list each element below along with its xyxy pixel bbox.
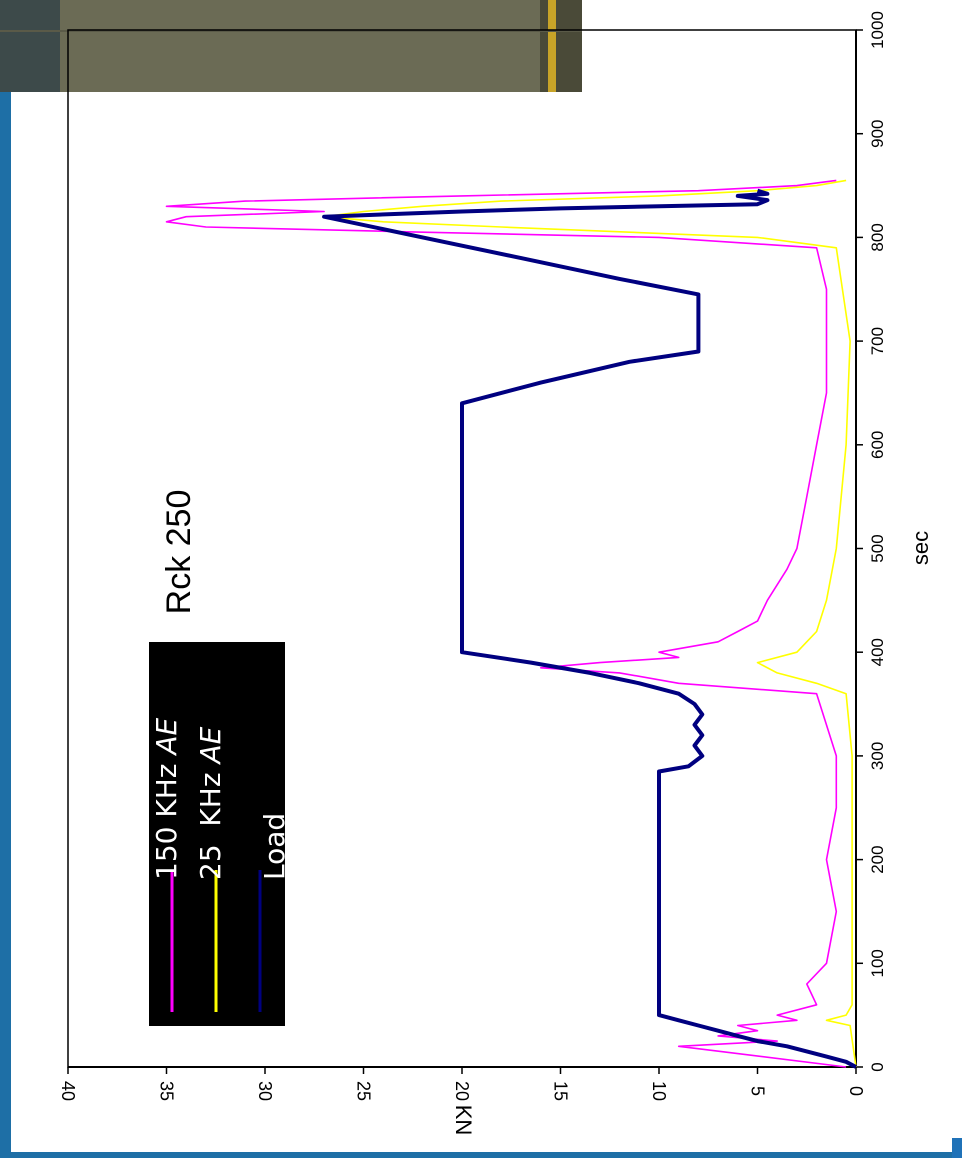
- y-tick-label: 5: [748, 1086, 768, 1096]
- y-tick-label: 35: [157, 1081, 177, 1101]
- x-tick-label: 800: [868, 223, 887, 251]
- series-line-load: [322, 188, 857, 1069]
- y-tick-label: 30: [255, 1081, 275, 1101]
- x-tick-label: 900: [868, 120, 887, 148]
- y-tick-label: 15: [551, 1081, 571, 1101]
- y-tick-label: 25: [354, 1081, 374, 1101]
- legend-label-load: Load: [258, 813, 291, 880]
- y-tick-label: 10: [649, 1081, 669, 1101]
- plot-lines: [165, 179, 857, 1069]
- chart-title: Rck 250: [160, 490, 198, 615]
- slide-accent-right: [952, 1138, 962, 1158]
- y-tick-label: 20: [452, 1081, 472, 1101]
- x-axis-title: sec: [908, 531, 933, 565]
- y-tick-label: 40: [58, 1081, 78, 1101]
- y-tick-label: 0: [846, 1086, 866, 1096]
- x-tick-label: 0: [868, 1062, 887, 1071]
- legend-label-ae25: 25 KHz AE: [194, 726, 227, 880]
- legend: 150 KHz AE 25 KHz AE Load: [149, 642, 291, 1026]
- x-tick-label: 300: [868, 742, 887, 770]
- photo-inset: [0, 0, 582, 92]
- x-tick-label: 600: [868, 431, 887, 459]
- x-tick-label: 400: [868, 638, 887, 666]
- x-tick-label: 100: [868, 949, 887, 977]
- series-line-ae25: [323, 179, 857, 1068]
- x-tick-label: 1000: [868, 11, 887, 49]
- series-line-ae150: [165, 179, 847, 1068]
- legend-label-ae150: 150 KHz AE: [150, 717, 183, 880]
- x-tick-label: 200: [868, 845, 887, 873]
- slide-accent-left: [0, 86, 11, 1158]
- x-tick-label: 700: [868, 327, 887, 355]
- slide-accent-bottom: [0, 1152, 962, 1158]
- x-tick-label: 500: [868, 534, 887, 562]
- y-axis-title: KN: [451, 1105, 476, 1136]
